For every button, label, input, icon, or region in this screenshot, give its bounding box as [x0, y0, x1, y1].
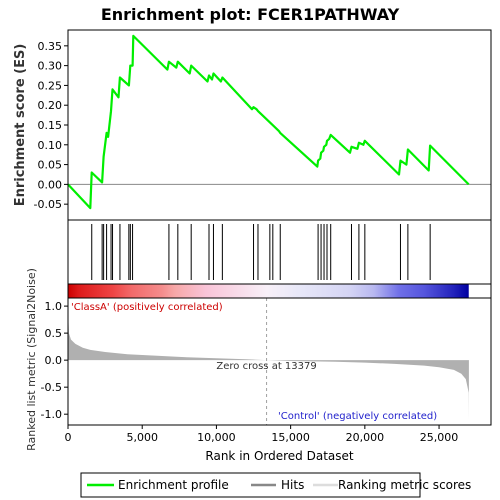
class-a-label: 'ClassA' (positively correlated) [71, 302, 223, 313]
es-ytick-label: 0.35 [38, 40, 63, 53]
metric-panel-frame [67, 297, 492, 426]
es-ytick-label: 0.30 [38, 60, 63, 73]
metric-ytick-label: 0.0 [45, 354, 63, 367]
metric-axis-title: Ranked list metric (Signal2Noise) [25, 268, 38, 451]
es-ytick-label: 0.15 [38, 119, 63, 132]
legend: Enrichment profile Hits Ranking metric sco… [80, 472, 471, 498]
es-ytick-label: 0.05 [38, 159, 63, 172]
es-ytick-label: 0.10 [38, 139, 63, 152]
legend-metric-label: Ranking metric scores [338, 478, 471, 492]
metric-panel: Zero cross at 13379 'ClassA' (positively … [25, 268, 492, 463]
hits-panel [67, 219, 492, 285]
heatmap-panel [67, 283, 492, 299]
control-label: 'Control' (negatively correlated) [278, 411, 437, 422]
es-panel: -0.05 0.00 0.05 0.10 0.15 0.20 0.25 0.30 0.35 Enr… [13, 29, 492, 221]
enrichment-profile-line [67, 34, 470, 210]
metric-xtick-label: 20,000 [346, 431, 385, 444]
metric-xtick-label: 0 [65, 431, 72, 444]
es-ytick-label: 0.00 [38, 178, 63, 191]
hits-panel-frame [67, 219, 492, 285]
metric-ytick-label: -1.0 [41, 408, 62, 421]
chart-title: Enrichment plot: FCER1PATHWAY [101, 5, 400, 24]
metric-xtick-label: 5,000 [126, 431, 158, 444]
es-panel-frame [67, 29, 492, 221]
legend-box [80, 472, 421, 498]
zero-cross-label: Zero cross at 13379 [216, 361, 316, 372]
metric-xtick-label: 15,000 [271, 431, 310, 444]
ranking-heatmap-bar [68, 284, 469, 298]
legend-hits-label: Hits [281, 478, 304, 492]
es-ytick-label: -0.05 [34, 198, 62, 211]
metric-ytick-label: 1.0 [45, 300, 63, 313]
legend-profile-label: Enrichment profile [118, 478, 229, 492]
metric-ytick-label: -0.5 [41, 381, 62, 394]
metric-xtick-label: 25,000 [420, 431, 459, 444]
es-ytick-label: 0.25 [38, 79, 63, 92]
metric-xtick-label: 10,000 [197, 431, 236, 444]
x-axis-title: Rank in Ordered Dataset [205, 449, 353, 463]
es-ytick-label: 0.20 [38, 99, 63, 112]
metric-ytick-label: 0.5 [45, 327, 63, 340]
es-axis-title: Enrichment score (ES) [13, 44, 28, 207]
